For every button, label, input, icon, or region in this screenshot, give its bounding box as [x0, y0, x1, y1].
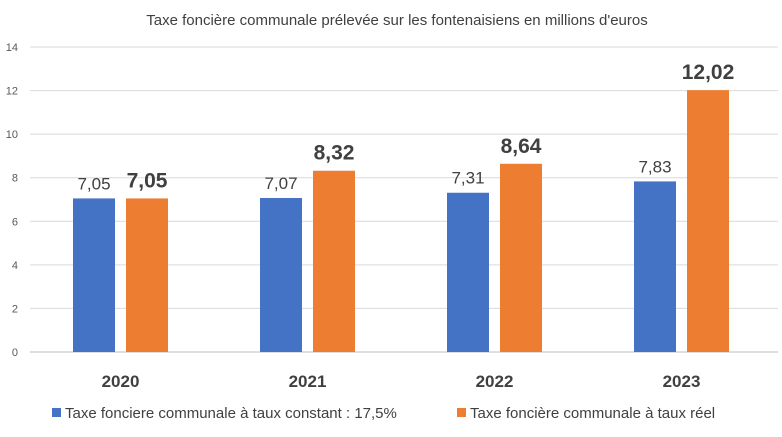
data-label: 8,32	[314, 142, 355, 165]
y-tick-label: 12	[6, 86, 18, 98]
data-label: 7,05	[77, 174, 110, 193]
y-tick-label: 4	[12, 260, 18, 272]
bar-constant-2022	[447, 192, 489, 352]
bar-constant-2021	[260, 197, 302, 352]
chart-title: Taxe foncière communale prélevée sur les…	[146, 12, 647, 29]
bar-reel-2022	[500, 163, 542, 352]
data-label: 7,31	[451, 169, 484, 188]
bar-reel-2021	[313, 170, 355, 352]
y-axis: 0 2 4 6 8 10 12 14	[6, 42, 18, 359]
legend-swatch	[52, 408, 61, 417]
legend: Taxe fonciere communale à taux constant …	[52, 405, 715, 422]
bar-reel-2023	[687, 90, 729, 352]
bars: 7,05 7,05 7,07 8,32 7,31 8,64 7,83 12,02	[73, 61, 734, 352]
y-tick-label: 6	[12, 216, 18, 228]
data-label: 8,64	[501, 135, 542, 158]
bar-constant-2023	[634, 181, 676, 352]
x-tick-label: 2022	[476, 372, 514, 391]
data-label: 7,07	[264, 174, 297, 193]
bar-reel-2020	[126, 198, 168, 352]
data-label: 7,83	[638, 157, 671, 176]
x-axis: 2020 2021 2022 2023	[102, 372, 701, 391]
y-tick-label: 8	[12, 173, 18, 185]
data-label: 12,02	[682, 61, 735, 84]
y-tick-label: 2	[12, 303, 18, 315]
y-tick-label: 0	[12, 347, 18, 359]
y-tick-label: 10	[6, 129, 18, 141]
data-label: 7,05	[127, 169, 168, 192]
bar-constant-2020	[73, 198, 115, 352]
x-tick-label: 2021	[289, 372, 327, 391]
x-tick-label: 2020	[102, 372, 140, 391]
legend-swatch	[457, 408, 466, 417]
legend-label: Taxe foncière communale à taux réel	[470, 405, 715, 422]
x-tick-label: 2023	[663, 372, 701, 391]
y-tick-label: 14	[6, 42, 18, 54]
legend-label: Taxe fonciere communale à taux constant …	[65, 405, 397, 422]
